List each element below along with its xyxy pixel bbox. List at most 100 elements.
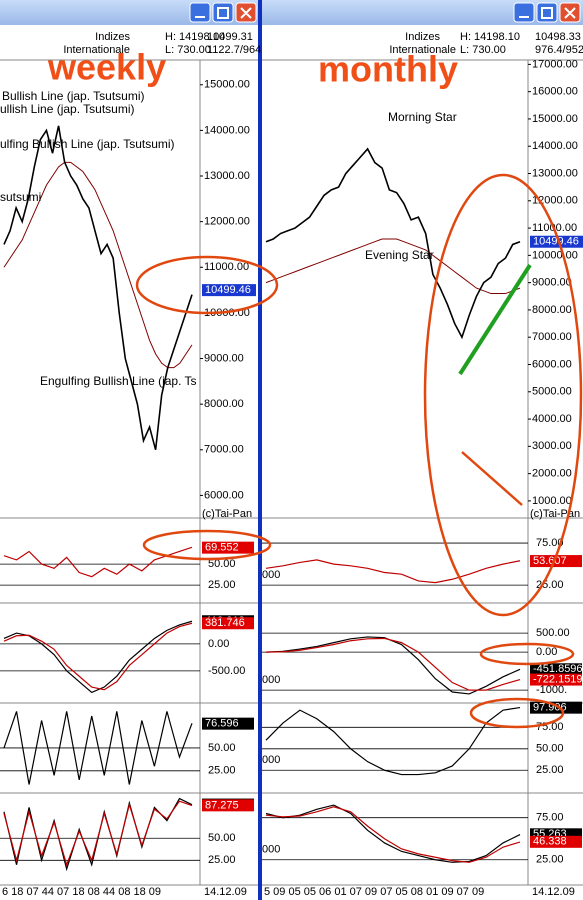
y-tick-label: 12000.00 — [532, 195, 578, 207]
indicator-value: 97.906 — [533, 702, 567, 714]
pattern-label: ullish Line (jap. Tsutsumi) — [0, 102, 135, 116]
price-line — [3, 125, 193, 450]
minimize-button[interactable] — [189, 2, 211, 23]
y-tick-label: 0.00 — [208, 638, 229, 650]
y-tick-label: 17000.00 — [532, 58, 578, 70]
indicator-value: 53.607 — [533, 555, 567, 567]
plot-area: g Bullish Line (jap. Tsutsumi)ullish Lin… — [0, 89, 200, 898]
indicator-value-box — [202, 717, 254, 730]
y-tick-label: 25.00 — [208, 765, 236, 777]
y-tick-label: 7000.00 — [204, 444, 244, 456]
header-high: H: 14198.10 — [460, 31, 520, 43]
indicator-line — [3, 622, 193, 691]
header-group: Internationale — [63, 44, 130, 56]
annotation-ellipse — [423, 173, 583, 617]
indicator-line — [3, 800, 193, 867]
last-price: 10499.46 — [205, 284, 251, 296]
moving-average — [265, 238, 521, 295]
y-tick-label: 25.00 — [208, 854, 236, 866]
title-bar — [262, 0, 583, 25]
header-high: H: 14198.10 — [165, 31, 225, 43]
header-last: 10498.33 — [535, 31, 581, 43]
indicator-line — [265, 806, 521, 863]
header-last: 10499.31 — [207, 31, 253, 43]
annotations — [135, 173, 583, 729]
indicator-value-box — [202, 617, 254, 630]
pattern-label: ulfing Bullish Line (jap. Tsutsumi) — [0, 137, 175, 151]
y-tick-label: -500.00 — [208, 665, 245, 677]
y-tick-label: 50.00 — [208, 832, 236, 844]
pattern-label: Morning Star — [388, 110, 457, 124]
y-tick-label: 12000.00 — [204, 216, 250, 228]
indicator-line — [3, 711, 193, 785]
y-tick-label: 50.00 — [208, 742, 236, 754]
y-tick-label: 50.00 — [536, 743, 564, 755]
y-tick-label: 4000.00 — [532, 413, 572, 425]
y-tick-label: 9000.00 — [204, 352, 244, 364]
y-tick-label: 25.00 — [536, 854, 564, 866]
y-tick-label: 16000.00 — [532, 86, 578, 98]
x-axis-labels: 6 18 07 44 07 18 08 44 08 18 09 — [2, 886, 161, 898]
timeframe-annotation: weekly — [47, 47, 166, 88]
maximize-button[interactable] — [536, 2, 558, 23]
header-low: L: 730.00 — [165, 44, 211, 56]
indicator-value: 69.552 — [205, 542, 239, 554]
y-tick-label: 25.00 — [208, 579, 236, 591]
pattern-label: Engulfing Bullish Line (jap. Ts — [40, 374, 197, 388]
indicator-value-box — [202, 799, 254, 812]
last-price-box — [202, 284, 256, 297]
indicator-value-box — [530, 673, 582, 686]
indicator-line — [265, 804, 521, 863]
header-volume: 976.4/9523 — [535, 44, 583, 56]
indicator-value: 46.338 — [533, 836, 567, 848]
y-tick-label: 2000.00 — [532, 468, 572, 480]
y-tick-label: 3000.00 — [532, 440, 572, 452]
y-tick-label: 6000.00 — [532, 358, 572, 370]
edge-label: 000 — [262, 844, 280, 856]
indicator-value: 76.596 — [205, 718, 239, 730]
y-tick-label: 9000.00 — [532, 277, 572, 289]
window-divider — [258, 0, 262, 900]
y-tick-label: 14000.00 — [204, 124, 250, 136]
annotation-ellipse — [469, 697, 565, 729]
copyright: (c)Tai-Pan — [530, 508, 580, 520]
y-tick-label: 5000.00 — [532, 386, 572, 398]
x-axis-date: 14.12.09 — [532, 886, 575, 898]
y-tick-label: 15000.00 — [204, 79, 250, 91]
header-group: Internationale — [389, 44, 456, 56]
maximize-button[interactable] — [212, 2, 234, 23]
annotation-line — [458, 263, 532, 376]
minimize-button[interactable] — [513, 2, 535, 23]
edge-label: 000 — [262, 569, 280, 581]
annotation-ellipse — [135, 255, 279, 315]
y-tick-label: 6000.00 — [204, 489, 244, 501]
pattern-label: sutsumi — [0, 190, 41, 204]
indicator-line — [3, 620, 193, 694]
indicator-value-box — [530, 663, 582, 676]
last-price-box — [530, 235, 583, 248]
y-tick-label: 14000.00 — [532, 140, 578, 152]
indicator-value: -451.8596 — [533, 663, 583, 675]
y-tick-label: 75.00 — [536, 812, 564, 824]
indicator-value: 381.746 — [205, 617, 245, 629]
header-volume: 1122.7/964 — [207, 44, 261, 56]
y-tick-label: 8000.00 — [532, 304, 572, 316]
y-tick-label: 50.00 — [208, 558, 236, 570]
header-market: Indizes — [405, 31, 440, 43]
y-tick-label: 10000.00 — [532, 249, 578, 261]
annotation-ellipse — [479, 642, 575, 666]
indicator-value: 87.275 — [205, 799, 239, 811]
moving-average — [3, 161, 193, 369]
x-axis-date: 14.12.09 — [204, 886, 247, 898]
header-market: Indizes — [95, 31, 130, 43]
pattern-label: Evening Star — [365, 248, 434, 262]
y-tick-label: 8000.00 — [204, 398, 244, 410]
y-tick-label: 11000.00 — [204, 261, 249, 273]
indicator-line — [3, 546, 193, 578]
annotation-line — [461, 451, 523, 506]
indicator-value-box — [530, 701, 582, 714]
indicator-value-box — [530, 555, 582, 568]
